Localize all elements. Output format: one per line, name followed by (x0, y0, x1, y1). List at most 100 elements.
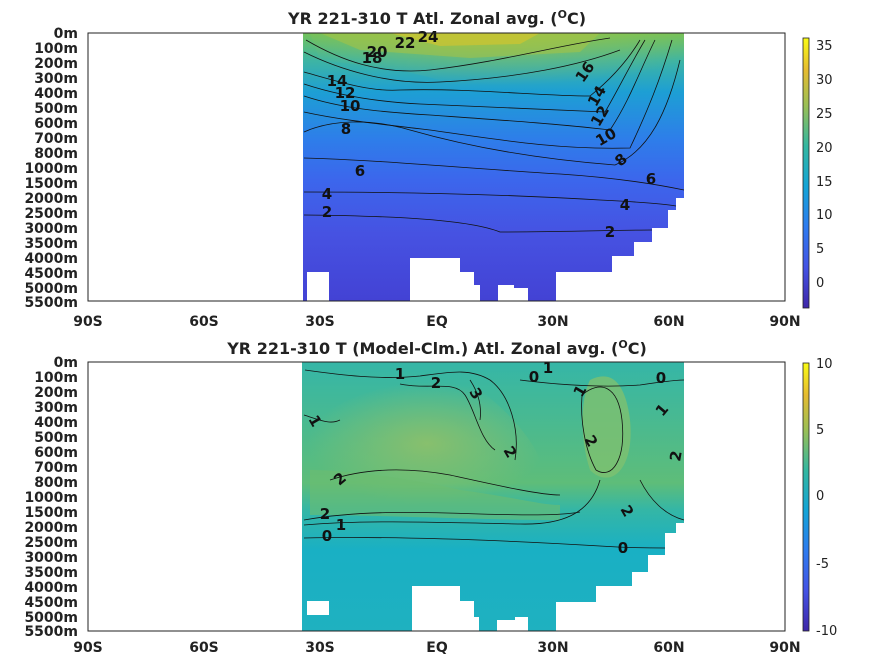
y-tick-label: 500m (34, 101, 78, 117)
panel-temperature: YR 221-310 T Atl. Zonal avg. (OC) (24, 8, 832, 330)
contour-label: 14 (327, 72, 348, 90)
x-tick-label: 60N (653, 640, 684, 656)
contour-label: 22 (395, 34, 416, 52)
y-tick-label: 600m (34, 116, 78, 132)
y-tick-label: 3500m (24, 236, 78, 252)
x-tick-label: 30N (537, 640, 568, 656)
contour-label: 2 (320, 505, 330, 523)
panel-2-x-axis: 90S 60S 30S EQ 30N 60N 90N (73, 640, 800, 656)
y-tick-label: 700m (34, 131, 78, 147)
y-tick-label: 3000m (24, 550, 78, 566)
x-tick-label: 60S (189, 640, 219, 656)
contour-label: 1 (336, 516, 346, 534)
y-tick-label: 5000m (24, 281, 78, 297)
contour-label: 1 (395, 365, 405, 383)
colorbar-tick-label: 10 (816, 357, 833, 372)
y-tick-label: 2500m (24, 206, 78, 222)
y-tick-label: 800m (34, 146, 78, 162)
temperature-contour-labels: 24 22 20 18 16 14 14 12 12 10 10 8 8 6 6… (322, 28, 656, 241)
colorbar-tick-label: 10 (816, 208, 833, 223)
x-tick-label: 30N (537, 314, 568, 330)
panel-2-y-axis: 0m 100m 200m 300m 400m 500m 600m 700m 80… (24, 355, 78, 640)
contour-label: 12 (335, 84, 356, 102)
contour-label: 2 (605, 223, 615, 241)
panel-1-title: YR 221-310 T Atl. Zonal avg. (OC) (287, 8, 586, 28)
y-tick-label: 700m (34, 460, 78, 476)
y-tick-label: 600m (34, 445, 78, 461)
y-tick-label: 1500m (24, 505, 78, 521)
y-tick-label: 200m (34, 385, 78, 401)
panel-2-colorbar: 10 5 0 -5 -10 (802, 357, 837, 639)
y-tick-label: 1000m (24, 490, 78, 506)
contour-label: 6 (646, 170, 656, 188)
contour-label: 24 (418, 28, 439, 46)
y-tick-label: 3000m (24, 221, 78, 237)
x-tick-label: 60N (653, 314, 684, 330)
colorbar-tick-label: 5 (816, 423, 824, 438)
y-tick-label: 0m (54, 355, 78, 371)
temperature-field (303, 33, 684, 301)
colorbar-tick-label: 25 (816, 107, 833, 122)
y-tick-label: 400m (34, 415, 78, 431)
temperature-contours (303, 37, 685, 233)
y-tick-label: 100m (34, 41, 78, 57)
y-tick-label: 2000m (24, 191, 78, 207)
contour-label: 20 (367, 43, 388, 61)
contour-label: 18 (362, 49, 383, 67)
x-tick-label: 30S (305, 314, 335, 330)
x-tick-label: 60S (189, 314, 219, 330)
x-tick-label: EQ (426, 640, 448, 656)
contour-label: 0 (529, 368, 539, 386)
y-tick-label: 1500m (24, 176, 78, 192)
anomaly-field (302, 362, 684, 631)
y-tick-label: 100m (34, 370, 78, 386)
y-tick-label: 3500m (24, 565, 78, 581)
y-tick-label: 200m (34, 56, 78, 72)
contour-label: 0 (618, 539, 628, 557)
contour-label: 4 (322, 185, 332, 203)
y-tick-label: 300m (34, 400, 78, 416)
contour-label: 4 (620, 196, 630, 214)
contour-label: 2 (322, 203, 332, 221)
contour-label: 0 (322, 527, 332, 545)
x-tick-label: 30S (305, 640, 335, 656)
colorbar-tick-label: 5 (816, 242, 824, 257)
x-tick-label: 90S (73, 640, 103, 656)
x-tick-label: EQ (426, 314, 448, 330)
y-tick-label: 300m (34, 71, 78, 87)
y-tick-label: 500m (34, 430, 78, 446)
colorbar-tick-label: -5 (816, 557, 829, 572)
y-tick-label: 0m (54, 26, 78, 42)
y-tick-label: 4500m (24, 595, 78, 611)
panel-2-axes (87, 361, 786, 632)
contour-label: 2 (666, 449, 686, 462)
colorbar-tick-label: 35 (816, 39, 833, 54)
contour-label: 2 (431, 374, 441, 392)
x-tick-label: 90N (769, 640, 800, 656)
y-tick-label: 4000m (24, 251, 78, 267)
y-tick-label: 4500m (24, 266, 78, 282)
y-tick-label: 400m (34, 86, 78, 102)
y-tick-label: 2000m (24, 520, 78, 536)
panel-temperature-anomaly: YR 221-310 T (Model-Clm.) Atl. Zonal avg… (24, 338, 837, 656)
contour-label: 0 (656, 369, 666, 387)
panel-1-axes (87, 32, 786, 302)
colorbar-tick-label: 20 (816, 141, 833, 156)
y-tick-label: 5500m (24, 295, 78, 311)
contour-label: 10 (340, 97, 361, 115)
contour-label: 8 (341, 120, 351, 138)
anomaly-contours (303, 369, 685, 549)
colorbar-tick-label: 0 (816, 489, 824, 504)
x-tick-label: 90S (73, 314, 103, 330)
colorbar-tick-label: 15 (816, 175, 833, 190)
y-tick-label: 4000m (24, 580, 78, 596)
colorbar-tick-label: -10 (816, 624, 837, 639)
colorbar-tick-label: 0 (816, 276, 824, 291)
panel-1-x-axis: 90S 60S 30S EQ 30N 60N 90N (73, 314, 800, 330)
x-tick-label: 90N (769, 314, 800, 330)
y-tick-label: 2500m (24, 535, 78, 551)
y-tick-label: 5000m (24, 610, 78, 626)
panel-1-colorbar: 35 30 25 20 15 10 5 0 (802, 37, 833, 309)
panel-1-y-axis: 0m 100m 200m 300m 400m 500m 600m 700m 80… (24, 26, 78, 311)
panel-2-title: YR 221-310 T (Model-Clm.) Atl. Zonal avg… (226, 338, 647, 358)
